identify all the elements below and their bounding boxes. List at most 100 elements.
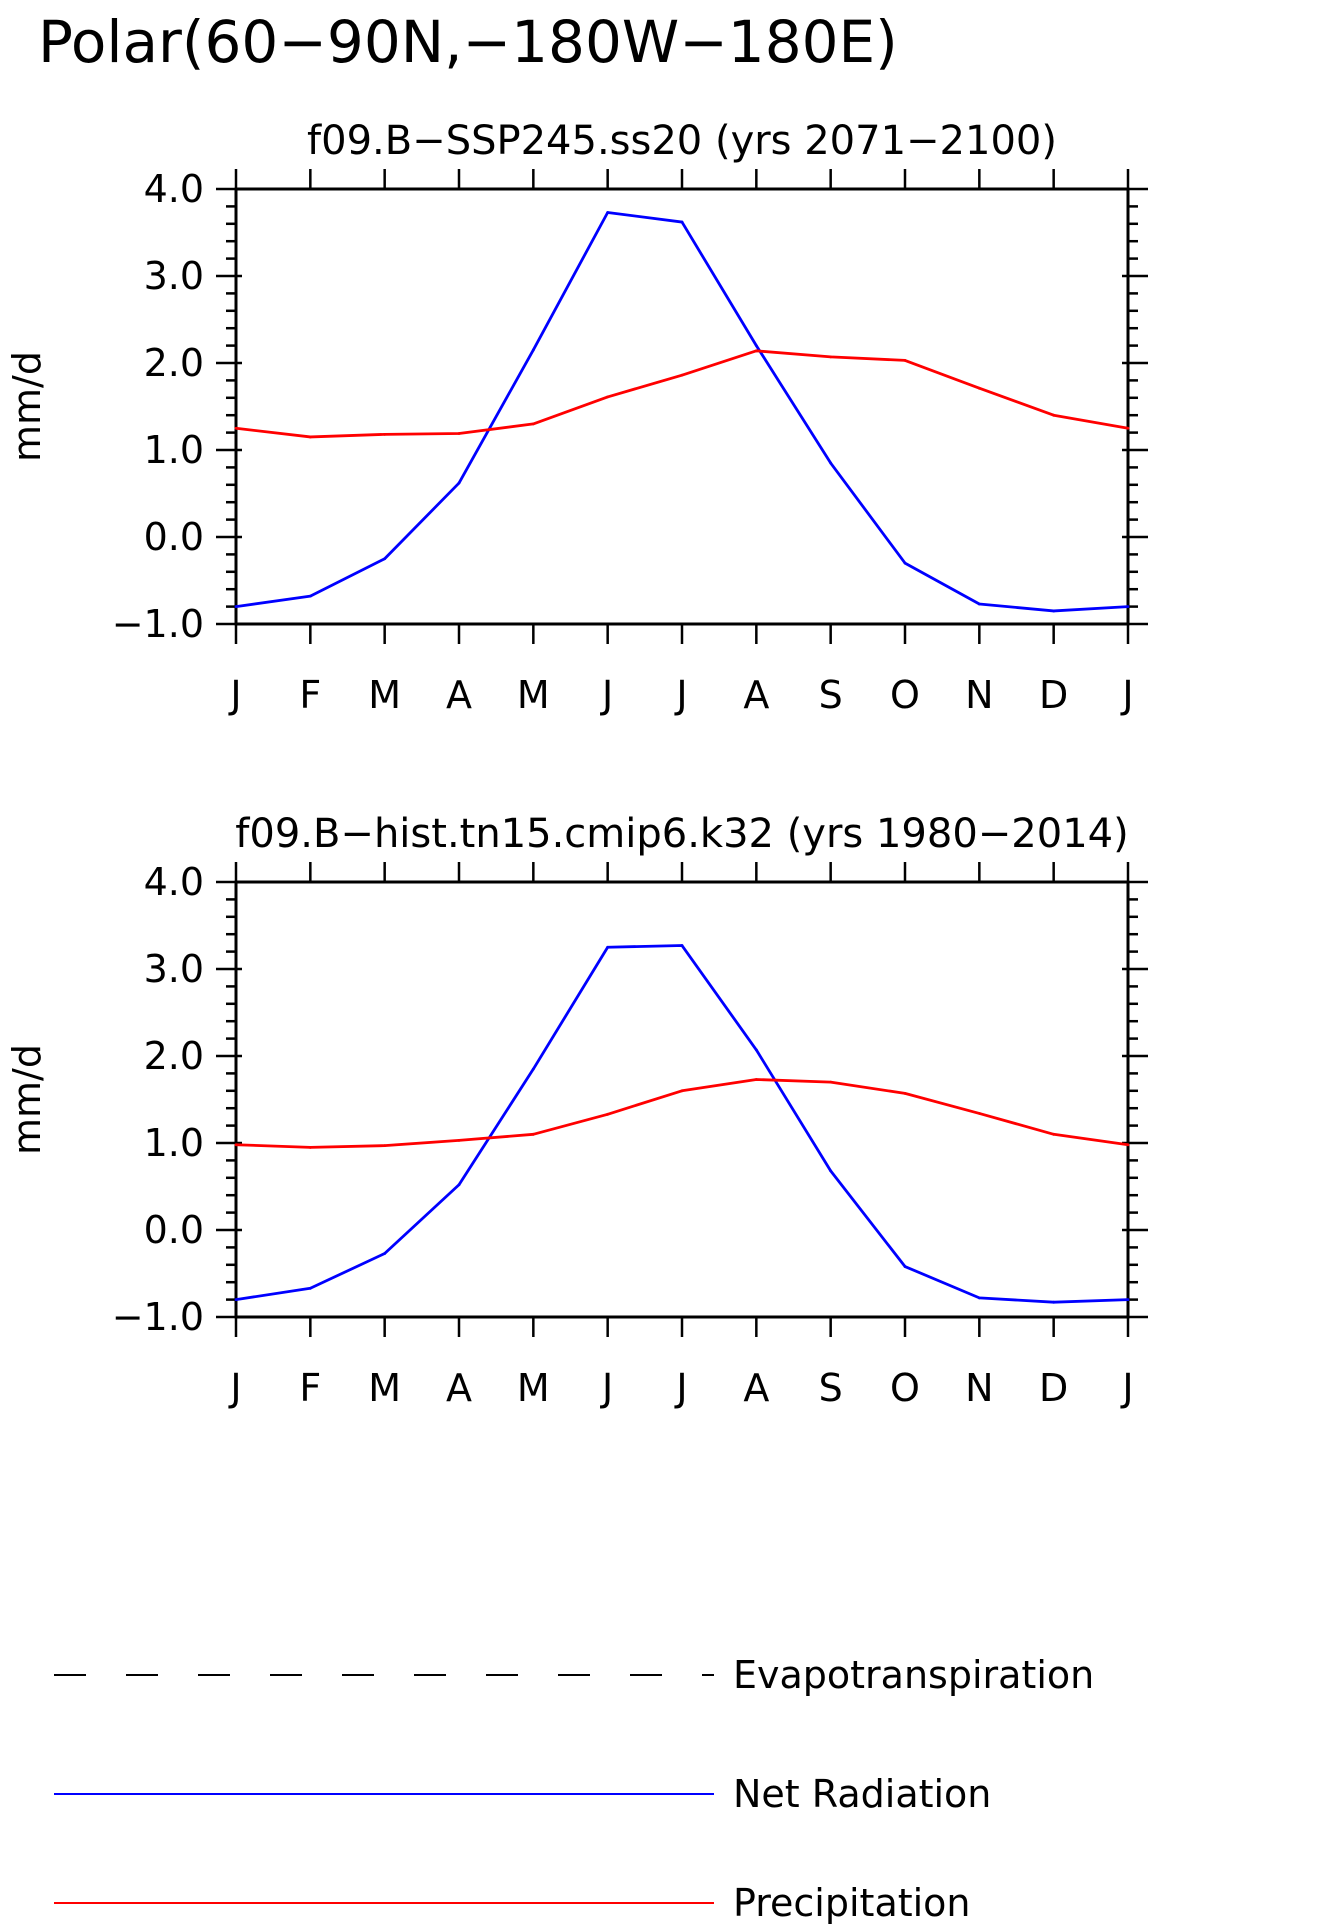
data-point — [234, 1298, 238, 1301]
y-tick-label: 1.0 — [144, 428, 204, 472]
data-point — [1052, 1132, 1056, 1136]
data-point — [1052, 413, 1056, 417]
panel-title: f09.B−SSP245.ss20 (yrs 2071−2100) — [307, 118, 1057, 164]
data-point — [903, 1265, 907, 1268]
y-tick-label: 0.0 — [144, 515, 204, 559]
data-point — [457, 432, 461, 435]
data-point — [234, 1143, 238, 1147]
data-point — [754, 344, 758, 347]
x-tick-label: A — [743, 1366, 769, 1410]
figure-title: Polar(60−90N,−180W−180E) — [38, 8, 898, 76]
data-point — [308, 594, 312, 598]
data-point — [977, 386, 981, 390]
y-tick-label: 2.0 — [144, 1034, 204, 1078]
data-point — [383, 1252, 387, 1255]
data-point — [308, 1286, 312, 1290]
data-point — [977, 602, 981, 606]
y-tick-label: 3.0 — [144, 947, 204, 991]
x-tick-label: D — [1039, 1366, 1068, 1410]
data-point — [308, 435, 312, 439]
x-tick-label: N — [965, 673, 993, 717]
data-point — [680, 1089, 684, 1093]
series-precipitation — [234, 1078, 1130, 1149]
y-tick-label: 4.0 — [144, 860, 204, 904]
series-line — [235, 211, 1129, 613]
y-tick-label: −1.0 — [112, 602, 204, 646]
data-point — [754, 349, 758, 353]
x-tick-label: F — [299, 673, 321, 717]
data-point — [1052, 1300, 1056, 1304]
data-point — [1126, 1143, 1130, 1147]
data-point — [903, 561, 907, 565]
x-tick-label: A — [446, 673, 472, 717]
data-point — [234, 426, 238, 430]
x-tick-label: A — [446, 1366, 472, 1410]
legend-item-evapotranspiration: Evapotranspiration — [54, 1653, 1094, 1697]
data-point — [680, 944, 684, 947]
data-point — [531, 422, 535, 426]
data-point — [383, 557, 387, 561]
data-point — [383, 432, 387, 436]
legend-label: Evapotranspiration — [733, 1653, 1094, 1697]
x-tick-label: N — [965, 1366, 993, 1410]
y-tick-label: 2.0 — [144, 341, 204, 385]
data-point — [829, 1080, 833, 1084]
series-net-radiation — [234, 944, 1130, 1304]
y-tick-label: 1.0 — [144, 1121, 204, 1165]
data-point — [606, 211, 610, 214]
data-point — [234, 605, 238, 608]
legend-label: Net Radiation — [733, 1772, 991, 1816]
x-tick-label: A — [743, 673, 769, 717]
data-point — [531, 348, 535, 352]
plot-frame — [234, 187, 1130, 626]
x-tick-label: S — [819, 673, 843, 717]
data-point — [1052, 609, 1056, 613]
y-tick-label: −1.0 — [112, 1295, 204, 1339]
x-tick-label: J — [600, 1366, 613, 1410]
data-point — [680, 220, 684, 224]
data-point — [829, 461, 833, 465]
y-tick-label: 3.0 — [144, 254, 204, 298]
x-tick-label: J — [228, 673, 241, 717]
x-tick-label: J — [674, 673, 687, 717]
x-tick-label: J — [674, 1366, 687, 1410]
data-point — [977, 1112, 981, 1115]
series-line — [235, 349, 1129, 439]
data-point — [308, 1145, 312, 1149]
y-tick-label: 4.0 — [144, 167, 204, 211]
series-line — [235, 944, 1129, 1304]
data-point — [829, 1169, 833, 1173]
chart-panels: f09.B−SSP245.ss20 (yrs 2071−2100) mm/d 4.0… — [5, 118, 1148, 1410]
series-precipitation — [234, 349, 1130, 439]
data-point — [457, 1138, 461, 1142]
x-tick-label: O — [890, 673, 920, 717]
panel-title: f09.B−hist.tn15.cmip6.k32 (yrs 1980−2014… — [235, 811, 1128, 857]
data-point — [383, 1144, 387, 1148]
chart-panel-2: f09.B−hist.tn15.cmip6.k32 (yrs 1980−2014… — [5, 811, 1148, 1410]
x-tick-label: M — [517, 673, 550, 717]
data-point — [903, 1092, 907, 1095]
x-tick-label: J — [1120, 1366, 1133, 1410]
x-tick-label: S — [819, 1366, 843, 1410]
x-tick-label: J — [228, 1366, 241, 1410]
data-point — [903, 358, 907, 362]
x-tick-label: M — [517, 1366, 550, 1410]
data-point — [457, 481, 461, 485]
data-point — [606, 395, 610, 399]
data-point — [606, 1112, 610, 1116]
x-tick-label: M — [368, 673, 401, 717]
data-point — [680, 373, 684, 377]
x-tick-label: M — [368, 1366, 401, 1410]
data-point — [1126, 605, 1130, 608]
data-point — [606, 945, 610, 949]
data-point — [754, 1078, 758, 1081]
legend: Evapotranspiration Net Radiation Precipita… — [54, 1653, 1094, 1925]
data-point — [829, 355, 833, 359]
legend-label: Precipitation — [733, 1881, 971, 1925]
legend-item-precipitation: Precipitation — [54, 1881, 971, 1925]
data-point — [531, 1067, 535, 1071]
x-tick-label: J — [600, 673, 613, 717]
x-tick-label: D — [1039, 673, 1068, 717]
data-point — [531, 1132, 535, 1136]
